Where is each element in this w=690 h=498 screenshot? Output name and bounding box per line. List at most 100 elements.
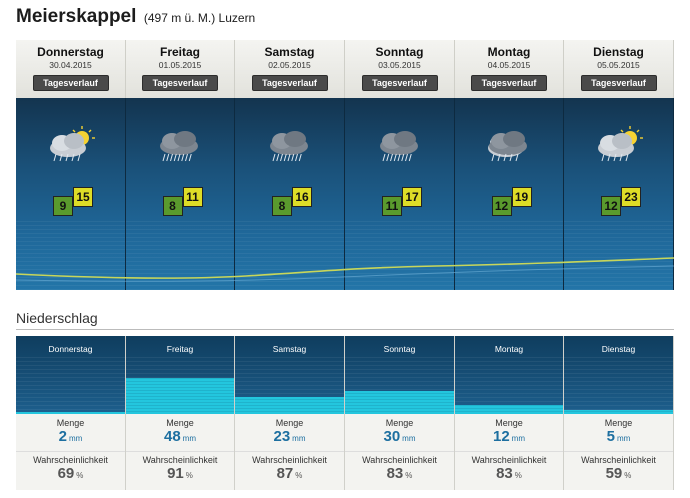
precipitation-panel: Donnerstag Menge 2 mm Wahrscheinlichkeit 69% F…	[16, 336, 674, 490]
probability-number: 83	[386, 465, 404, 482]
day-name: Freitag	[159, 45, 200, 59]
day-name: Dienstag	[593, 45, 644, 59]
precip-amount-bar	[345, 391, 454, 414]
day-forecast-cell[interactable]: 9 15	[16, 98, 126, 290]
probability-label: Wahrscheinlichkeit	[33, 455, 108, 465]
day-header-montag: Montag 04.05.2015 Tagesverlauf	[455, 40, 564, 98]
amount-number: 12	[492, 428, 510, 445]
probability-value: 87%	[235, 465, 344, 483]
probability-label: Wahrscheinlichkeit	[581, 455, 656, 465]
precip-day-name: Donnerstag	[48, 344, 93, 354]
day-name: Montag	[487, 45, 531, 59]
day-header-donnerstag: Donnerstag 30.04.2015 Tagesverlauf	[16, 40, 126, 98]
day-name: Donnerstag	[37, 45, 104, 59]
precip-bar-area: Freitag	[126, 336, 234, 414]
probability-label: Wahrscheinlichkeit	[252, 455, 327, 465]
amount-label: Menge	[56, 418, 85, 428]
probability-value: 83%	[455, 465, 563, 483]
amount-label: Menge	[166, 418, 194, 428]
tagesverlauf-button[interactable]: Tagesverlauf	[471, 75, 547, 91]
precipitation-section-title: Niederschlag	[16, 310, 98, 326]
partly-sunny-rain-icon	[44, 126, 98, 166]
amount-label: Menge	[385, 418, 414, 428]
tagesverlauf-button[interactable]: Tagesverlauf	[361, 75, 438, 91]
probability-value: 91%	[126, 465, 234, 483]
precip-day-name: Samstag	[272, 344, 307, 354]
temp-min-badge: 12	[491, 196, 512, 216]
precip-bar-area: Sonntag	[345, 336, 454, 414]
probability-number: 69	[57, 465, 75, 482]
day-header-sonntag: Sonntag 03.05.2015 Tagesverlauf	[345, 40, 455, 98]
probability-unit: %	[76, 471, 84, 480]
day-date: 02.05.2015	[268, 60, 311, 70]
probability-number: 59	[605, 465, 623, 482]
precip-amount-bar	[235, 397, 344, 414]
day-date: 30.04.2015	[49, 60, 92, 70]
amount-value: 48 mm	[126, 428, 234, 446]
tagesverlauf-button[interactable]: Tagesverlauf	[251, 75, 328, 91]
probability-unit: %	[185, 471, 193, 480]
info-separator	[235, 451, 344, 452]
info-separator	[564, 451, 673, 452]
probability-number: 83	[496, 465, 513, 482]
amount-value: 12 mm	[455, 428, 563, 446]
day-name: Samstag	[264, 45, 315, 59]
day-date: 05.05.2015	[597, 60, 640, 70]
partly-sunny-rain-icon	[592, 126, 646, 166]
page-title: Meierskappel (497 m ü. M.) Luzern	[16, 6, 255, 32]
day-forecast-cell[interactable]: 12 19	[455, 98, 564, 290]
day-name: Sonntag	[375, 45, 424, 59]
day-forecast-cell[interactable]: 11 17	[345, 98, 455, 290]
precip-day-name: Montag	[494, 344, 524, 354]
temp-min-badge: 8	[162, 196, 183, 216]
precip-bar-area: Donnerstag	[16, 336, 125, 414]
amount-unit: mm	[69, 434, 83, 443]
precip-amount-bar	[16, 412, 125, 414]
probability-unit: %	[405, 471, 413, 480]
day-header-samstag: Samstag 02.05.2015 Tagesverlauf	[235, 40, 345, 98]
precip-bar-area: Montag	[455, 336, 563, 414]
day-date: 01.05.2015	[158, 60, 202, 70]
temp-min-badge: 12	[601, 196, 621, 216]
precip-day-name: Freitag	[166, 344, 194, 354]
rain-cloud-icon	[482, 126, 536, 166]
probability-unit: %	[295, 471, 303, 480]
probability-unit: %	[514, 471, 522, 480]
heavy-rain-cloud-icon	[373, 126, 427, 166]
precip-amount-bar	[126, 378, 234, 414]
amount-number: 2	[58, 428, 67, 445]
probability-label: Wahrscheinlichkeit	[471, 455, 547, 465]
amount-unit: mm	[402, 434, 416, 443]
precip-bar-area: Dienstag	[564, 336, 673, 414]
day-header-dienstag: Dienstag 05.05.2015 Tagesverlauf	[564, 40, 674, 98]
precip-column-donnerstag: Donnerstag Menge 2 mm Wahrscheinlichkeit 69%	[16, 336, 126, 490]
amount-label: Menge	[275, 418, 304, 428]
amount-number: 23	[273, 428, 291, 445]
temp-max-badge: 19	[511, 187, 532, 207]
precip-info: Menge 5 mm Wahrscheinlichkeit 59%	[564, 414, 673, 490]
precip-day-name: Sonntag	[383, 344, 416, 354]
precip-info: Menge 30 mm Wahrscheinlichkeit 83%	[345, 414, 454, 490]
forecast-panel: Donnerstag 30.04.2015 Tagesverlauf 9 15 Freit…	[16, 40, 674, 290]
heavy-rain-cloud-icon	[153, 126, 207, 166]
precip-info: Menge 23 mm Wahrscheinlichkeit 87%	[235, 414, 344, 490]
amount-label: Menge	[604, 418, 633, 428]
info-separator	[455, 451, 563, 452]
precip-info: Menge 48 mm Wahrscheinlichkeit 91%	[126, 414, 234, 490]
probability-unit: %	[624, 471, 632, 480]
heavy-rain-cloud-icon	[263, 126, 317, 166]
temp-min-badge: 8	[272, 196, 292, 216]
amount-label: Menge	[495, 418, 523, 428]
precip-day-name: Dienstag	[601, 344, 636, 354]
probability-label: Wahrscheinlichkeit	[142, 455, 218, 465]
temp-max-badge: 11	[182, 187, 203, 207]
precip-info: Menge 2 mm Wahrscheinlichkeit 69%	[16, 414, 125, 490]
day-forecast-cell[interactable]: 8 16	[235, 98, 345, 290]
tagesverlauf-button[interactable]: Tagesverlauf	[580, 75, 657, 91]
precip-column-sonntag: Sonntag Menge 30 mm Wahrscheinlichkeit 83%	[345, 336, 455, 490]
amount-unit: mm	[511, 434, 525, 443]
precip-amount-bar	[455, 405, 563, 414]
day-date: 04.05.2015	[487, 60, 531, 70]
tagesverlauf-button[interactable]: Tagesverlauf	[32, 75, 109, 91]
tagesverlauf-button[interactable]: Tagesverlauf	[142, 75, 218, 91]
